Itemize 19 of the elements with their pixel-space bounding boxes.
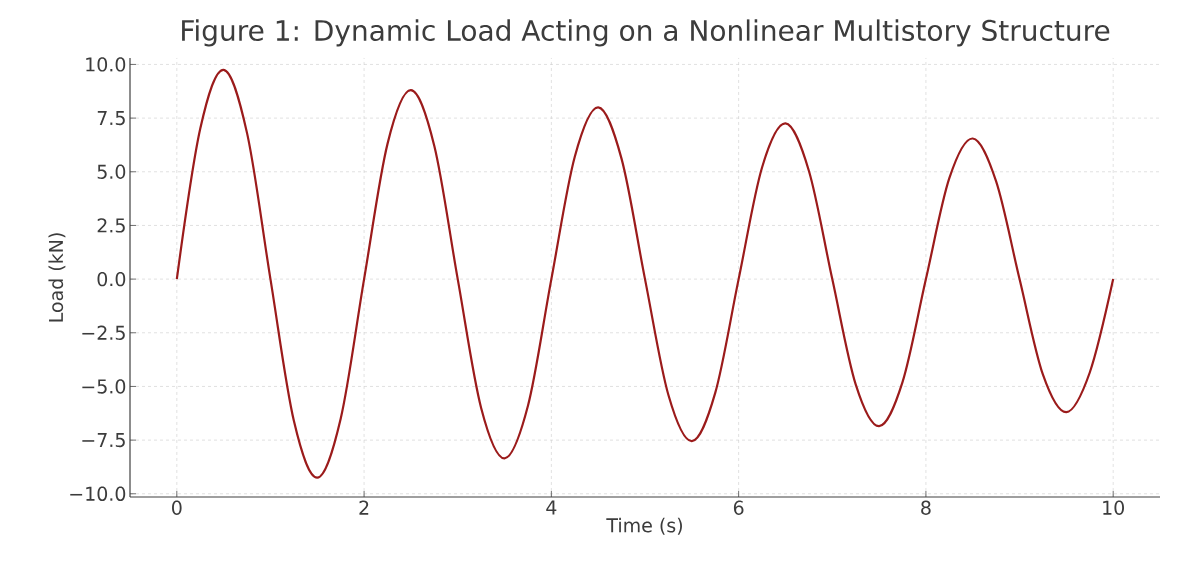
x-tick-label: 0: [172, 500, 182, 515]
x-tick-label: 4: [546, 500, 557, 515]
y-tick-label: −2.5: [82, 325, 125, 340]
y-tick-label: 7.5: [97, 111, 125, 126]
x-tick-label: 10: [1103, 500, 1124, 515]
y-tick-label: 2.5: [97, 218, 125, 233]
y-tick-label: −7.5: [82, 433, 125, 448]
x-tick-label: 8: [921, 500, 931, 515]
y-tick-label: −5.0: [82, 379, 126, 394]
chart-title: Figure 1: Dynamic Load Acting on a Nonlinear Multistory Structure: [182, 19, 1110, 47]
y-tick-label: 10.0: [86, 57, 126, 72]
y-tick-label: 0.0: [97, 271, 126, 287]
x-tick-label: 6: [733, 500, 744, 515]
line-series: [175, 68, 1115, 479]
y-tick-label: 5.0: [97, 164, 126, 179]
x-axis-title: Time (s): [606, 517, 682, 535]
y-tick-label: −10.0: [70, 486, 126, 501]
y-axis-title: Load (kN): [48, 233, 66, 322]
x-tick-label: 2: [359, 500, 369, 515]
